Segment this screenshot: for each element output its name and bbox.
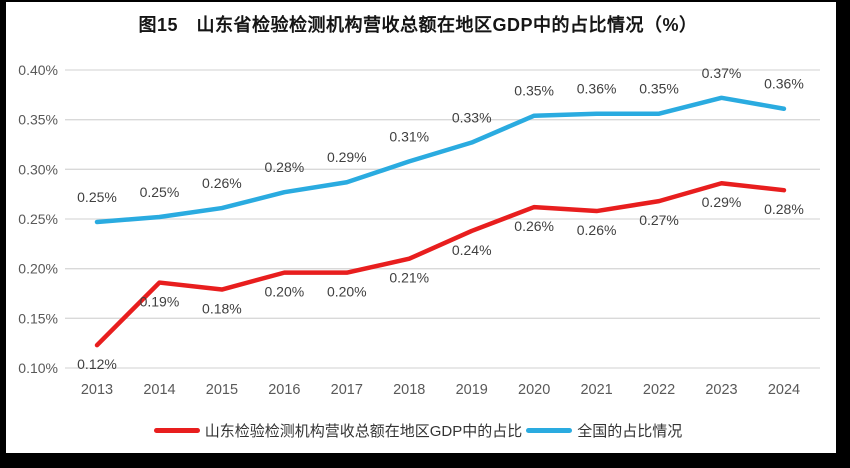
y-axis-tick-label: 0.15%: [18, 310, 58, 326]
y-axis-tick-label: 0.30%: [18, 161, 58, 177]
x-axis-tick-label: 2021: [580, 382, 612, 398]
data-label-national: 0.33%: [452, 110, 492, 126]
x-axis-tick-label: 2017: [331, 382, 363, 398]
data-label-shandong: 0.26%: [514, 218, 554, 234]
data-label-national: 0.25%: [77, 189, 117, 205]
data-label-national: 0.35%: [639, 81, 679, 97]
x-axis-tick-label: 2019: [456, 382, 488, 398]
x-axis-tick-label: 2022: [643, 382, 675, 398]
data-label-shandong: 0.29%: [702, 194, 742, 210]
y-axis-tick-label: 0.20%: [18, 261, 58, 277]
y-axis-tick-label: 0.35%: [18, 112, 58, 128]
data-label-shandong: 0.19%: [140, 294, 180, 310]
data-label-shandong: 0.24%: [452, 242, 492, 258]
chart-legend: 山东检验检测机构营收总额在地区GDP中的占比 全国的占比情况: [0, 420, 836, 440]
series-line-national: [94, 95, 787, 225]
data-label-shandong: 0.27%: [639, 212, 679, 228]
data-label-national: 0.25%: [140, 184, 180, 200]
x-axis-tick-label: 2023: [705, 382, 737, 398]
data-label-shandong: 0.12%: [77, 356, 117, 372]
data-label-shandong: 0.18%: [202, 301, 242, 317]
data-label-national: 0.31%: [389, 128, 429, 144]
frame-border-bottom: [0, 453, 850, 468]
data-label-shandong: 0.20%: [264, 284, 304, 300]
frame-border-right: [836, 0, 850, 468]
x-axis-tick-label: 2014: [143, 382, 175, 398]
legend-item-shandong: 山东检验检测机构营收总额在地区GDP中的占比: [153, 420, 523, 441]
y-axis-tick-label: 0.40%: [18, 62, 58, 78]
x-axis-tick-label: 2016: [268, 382, 300, 398]
frame-border-top: [0, 0, 850, 2]
data-label-national: 0.26%: [202, 175, 242, 191]
legend-line-shandong-icon: [153, 427, 200, 433]
series-line-shandong: [94, 180, 787, 348]
data-label-shandong: 0.28%: [764, 201, 804, 217]
data-label-shandong: 0.20%: [327, 284, 367, 300]
chart-title: 图15 山东省检验检测机构营收总额在地区GDP中的占比情况（%）: [138, 15, 698, 35]
x-axis-tick-label: 2013: [81, 382, 113, 398]
data-label-national: 0.36%: [764, 76, 804, 92]
data-label-national: 0.35%: [514, 83, 554, 99]
x-axis-tick-label: 2018: [393, 382, 425, 398]
legend-item-national: 全国的占比情况: [526, 420, 682, 441]
data-label-national: 0.37%: [702, 65, 742, 81]
data-label-national: 0.28%: [264, 159, 304, 175]
x-axis-tick-label: 2020: [518, 382, 550, 398]
legend-label-shandong: 山东检验检测机构营收总额在地区GDP中的占比: [204, 422, 523, 440]
legend-line-national-icon: [526, 427, 573, 433]
y-axis-tick-label: 0.25%: [18, 211, 58, 227]
x-axis-tick-label: 2024: [768, 382, 800, 398]
data-label-national: 0.36%: [577, 81, 617, 97]
x-axis-tick-label: 2015: [206, 382, 238, 398]
data-label-shandong: 0.26%: [577, 222, 617, 238]
y-axis-tick-label: 0.10%: [18, 360, 58, 376]
legend-label-national: 全国的占比情况: [577, 422, 683, 440]
frame-border-left: [0, 0, 6, 468]
data-label-national: 0.29%: [327, 149, 367, 165]
data-label-shandong: 0.21%: [389, 270, 429, 286]
